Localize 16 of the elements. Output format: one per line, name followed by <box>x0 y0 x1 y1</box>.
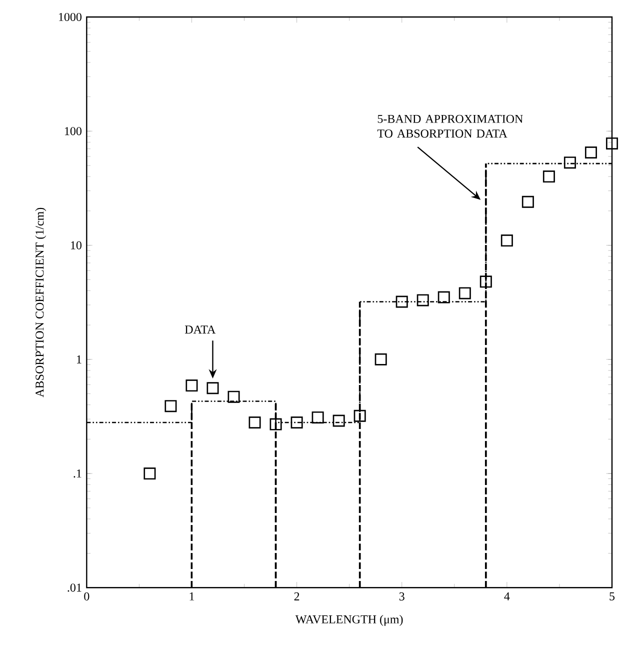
annotation: DATA <box>184 326 216 334</box>
y-tick-label: 100 <box>64 127 82 136</box>
x-tick-label: 1 <box>190 592 194 600</box>
x-tick-label: 0 <box>84 592 90 600</box>
y-tick-label: .01 <box>68 584 82 592</box>
y-tick-label: 1000 <box>58 12 82 22</box>
x-tick-label: 3 <box>399 592 404 600</box>
y-tick-label: 1 <box>76 355 82 364</box>
y-tick-label: 10 <box>70 241 82 250</box>
annotation: 5-BAND APPROXIMATION TO ABSORPTION DATA <box>377 114 523 138</box>
x-tick-label: 2 <box>294 592 299 600</box>
y-axis-title: ABSORPTION COEFFICIENT (1/cm) <box>35 208 46 398</box>
y-tick-label: .1 <box>74 469 82 478</box>
x-tick-label: 5 <box>609 592 614 600</box>
x-tick-label: 4 <box>504 592 510 600</box>
x-axis-title: WAVELENGTH (μm) <box>295 614 403 626</box>
